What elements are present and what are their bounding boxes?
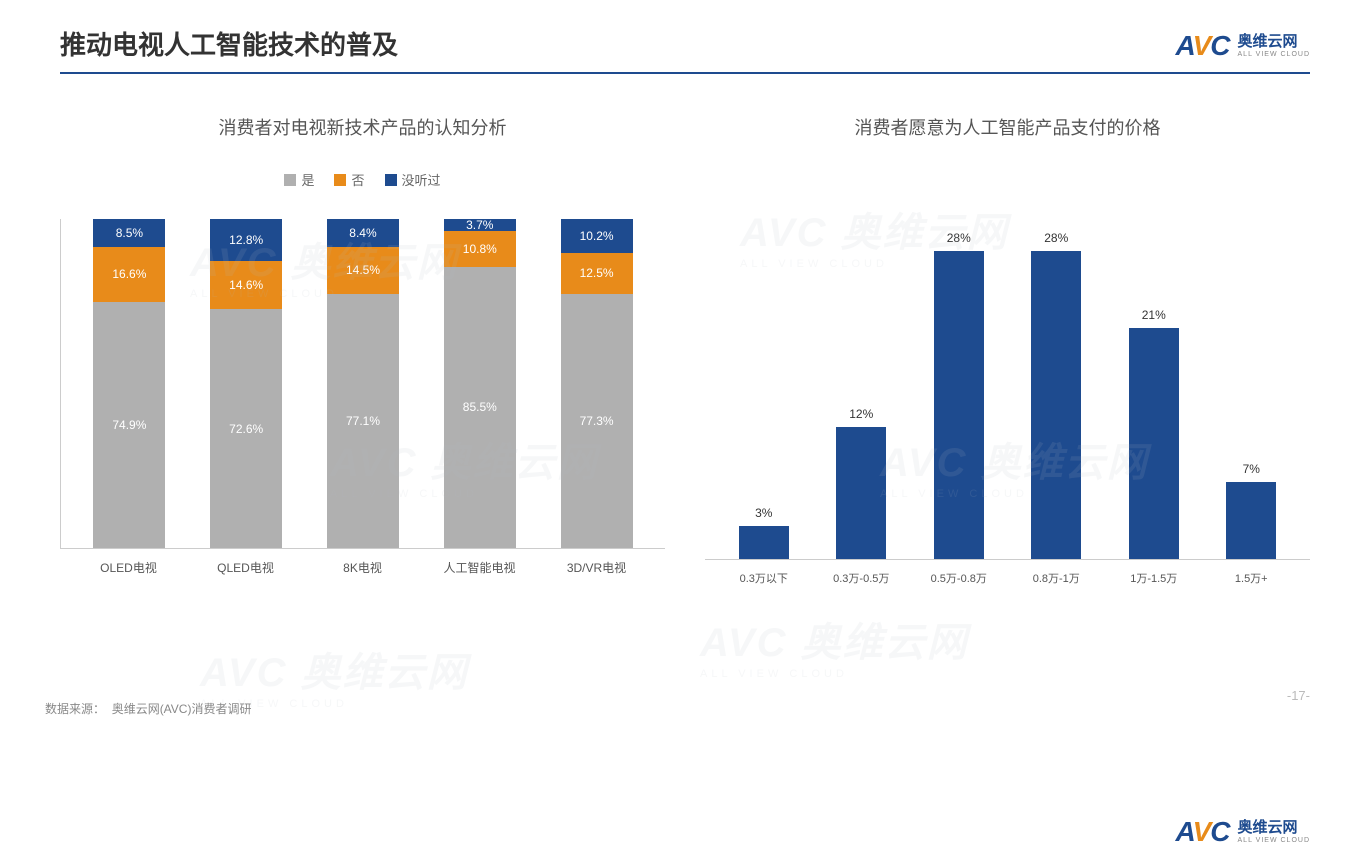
stacked-segment-yes: 77.1% (327, 294, 399, 548)
page-number: -17- (1287, 688, 1310, 703)
x-label: 0.3万以下 (734, 570, 794, 586)
x-label: 0.5万-0.8万 (929, 570, 989, 586)
footer-logo: AVC 奥维云网 ALL VIEW CLOUD (1175, 816, 1310, 848)
stacked-segment-no: 12.5% (561, 253, 633, 294)
left-chart: 消费者对电视新技术产品的认知分析 是 否 没听过 74.9%16.6%8.5%7… (60, 114, 665, 586)
stacked-column: 74.9%16.6%8.5% (93, 219, 165, 548)
stacked-segment-yes: 85.5% (444, 267, 516, 548)
legend-swatch (385, 174, 397, 186)
stacked-segment-no: 14.6% (210, 261, 282, 309)
page-title: 推动电视人工智能技术的普及 (60, 25, 398, 62)
bar-value-label: 12% (849, 407, 873, 421)
legend-label: 没听过 (402, 170, 441, 189)
bar (1226, 482, 1276, 559)
stacked-segment-never: 8.4% (327, 219, 399, 247)
legend-item: 是 (284, 170, 314, 189)
bar-value-label: 7% (1243, 462, 1260, 476)
bar-column: 7% (1221, 462, 1281, 559)
x-label: 1万-1.5万 (1124, 570, 1184, 586)
bar (934, 251, 984, 559)
stacked-x-axis: OLED电视 QLED电视 8K电视 人工智能电视 3D/VR电视 (60, 549, 665, 576)
brand-logo: AVC 奥维云网 ALL VIEW CLOUD (1175, 30, 1310, 62)
legend-label: 是 (301, 170, 314, 189)
stacked-segment-no: 16.6% (93, 247, 165, 302)
right-chart-title: 消费者愿意为人工智能产品支付的价格 (855, 114, 1161, 140)
right-chart: 消费者愿意为人工智能产品支付的价格 3% 12% 28% 28% 21% 7% 0.3万以… (705, 114, 1310, 586)
stacked-segment-never: 3.7% (444, 219, 516, 231)
stacked-segment-never: 10.2% (561, 219, 633, 253)
watermark: AVC 奥维云网ALL VIEW CLOUD (700, 610, 969, 680)
bar-column: 28% (1026, 231, 1086, 559)
stacked-column: 72.6%14.6%12.8% (210, 219, 282, 548)
logo-mark: AVC (1175, 30, 1229, 62)
bar (1031, 251, 1081, 559)
bar-plot: 3% 12% 28% 28% 21% 7% (705, 200, 1310, 560)
logo-en: ALL VIEW CLOUD (1238, 837, 1310, 844)
x-label: QLED电视 (210, 559, 282, 576)
bar-x-axis: 0.3万以下 0.3万-0.5万 0.5万-0.8万 0.8万-1万 1万-1.5万 1.… (705, 560, 1310, 586)
logo-en: ALL VIEW CLOUD (1238, 51, 1310, 58)
stacked-column: 77.3%12.5%10.2% (561, 219, 633, 548)
bar-value-label: 28% (1044, 231, 1068, 245)
stacked-plot: 74.9%16.6%8.5%72.6%14.6%12.8%77.1%14.5%8… (60, 219, 665, 549)
bar-column: 12% (831, 407, 891, 559)
bar-column: 28% (929, 231, 989, 559)
left-chart-legend: 是 否 没听过 (284, 170, 440, 189)
stacked-segment-no: 14.5% (327, 247, 399, 295)
bar-column: 21% (1124, 308, 1184, 559)
logo-mark: AVC (1175, 816, 1229, 848)
legend-item: 没听过 (385, 170, 441, 189)
bar-value-label: 28% (947, 231, 971, 245)
legend-swatch (284, 174, 296, 186)
header: 推动电视人工智能技术的普及 AVC 奥维云网 ALL VIEW CLOUD (0, 0, 1370, 72)
x-label: OLED电视 (93, 559, 165, 576)
bar (739, 526, 789, 559)
left-chart-title: 消费者对电视新技术产品的认知分析 (219, 114, 507, 140)
stacked-segment-yes: 72.6% (210, 309, 282, 548)
bar (836, 427, 886, 559)
legend-label: 否 (351, 170, 364, 189)
x-label: 人工智能电视 (444, 559, 516, 576)
stacked-segment-yes: 77.3% (561, 294, 633, 548)
bar-value-label: 21% (1142, 308, 1166, 322)
stacked-segment-never: 8.5% (93, 219, 165, 247)
x-label: 0.8万-1万 (1026, 570, 1086, 586)
x-label: 1.5万+ (1221, 570, 1281, 586)
x-label: 3D/VR电视 (561, 559, 633, 576)
legend-swatch (334, 174, 346, 186)
bar-value-label: 3% (755, 506, 772, 520)
stacked-column: 85.5%10.8%3.7% (444, 219, 516, 548)
stacked-segment-no: 10.8% (444, 231, 516, 267)
logo-cn: 奥维云网 (1238, 34, 1310, 49)
stacked-column: 77.1%14.5%8.4% (327, 219, 399, 548)
legend-item: 否 (334, 170, 364, 189)
bar (1129, 328, 1179, 559)
stacked-segment-yes: 74.9% (93, 302, 165, 548)
bar-column: 3% (734, 506, 794, 559)
data-source: 数据来源： 奥维云网(AVC)消费者调研 (45, 700, 251, 717)
x-label: 8K电视 (327, 559, 399, 576)
x-label: 0.3万-0.5万 (831, 570, 891, 586)
stacked-segment-never: 12.8% (210, 219, 282, 261)
logo-cn: 奥维云网 (1238, 820, 1310, 835)
